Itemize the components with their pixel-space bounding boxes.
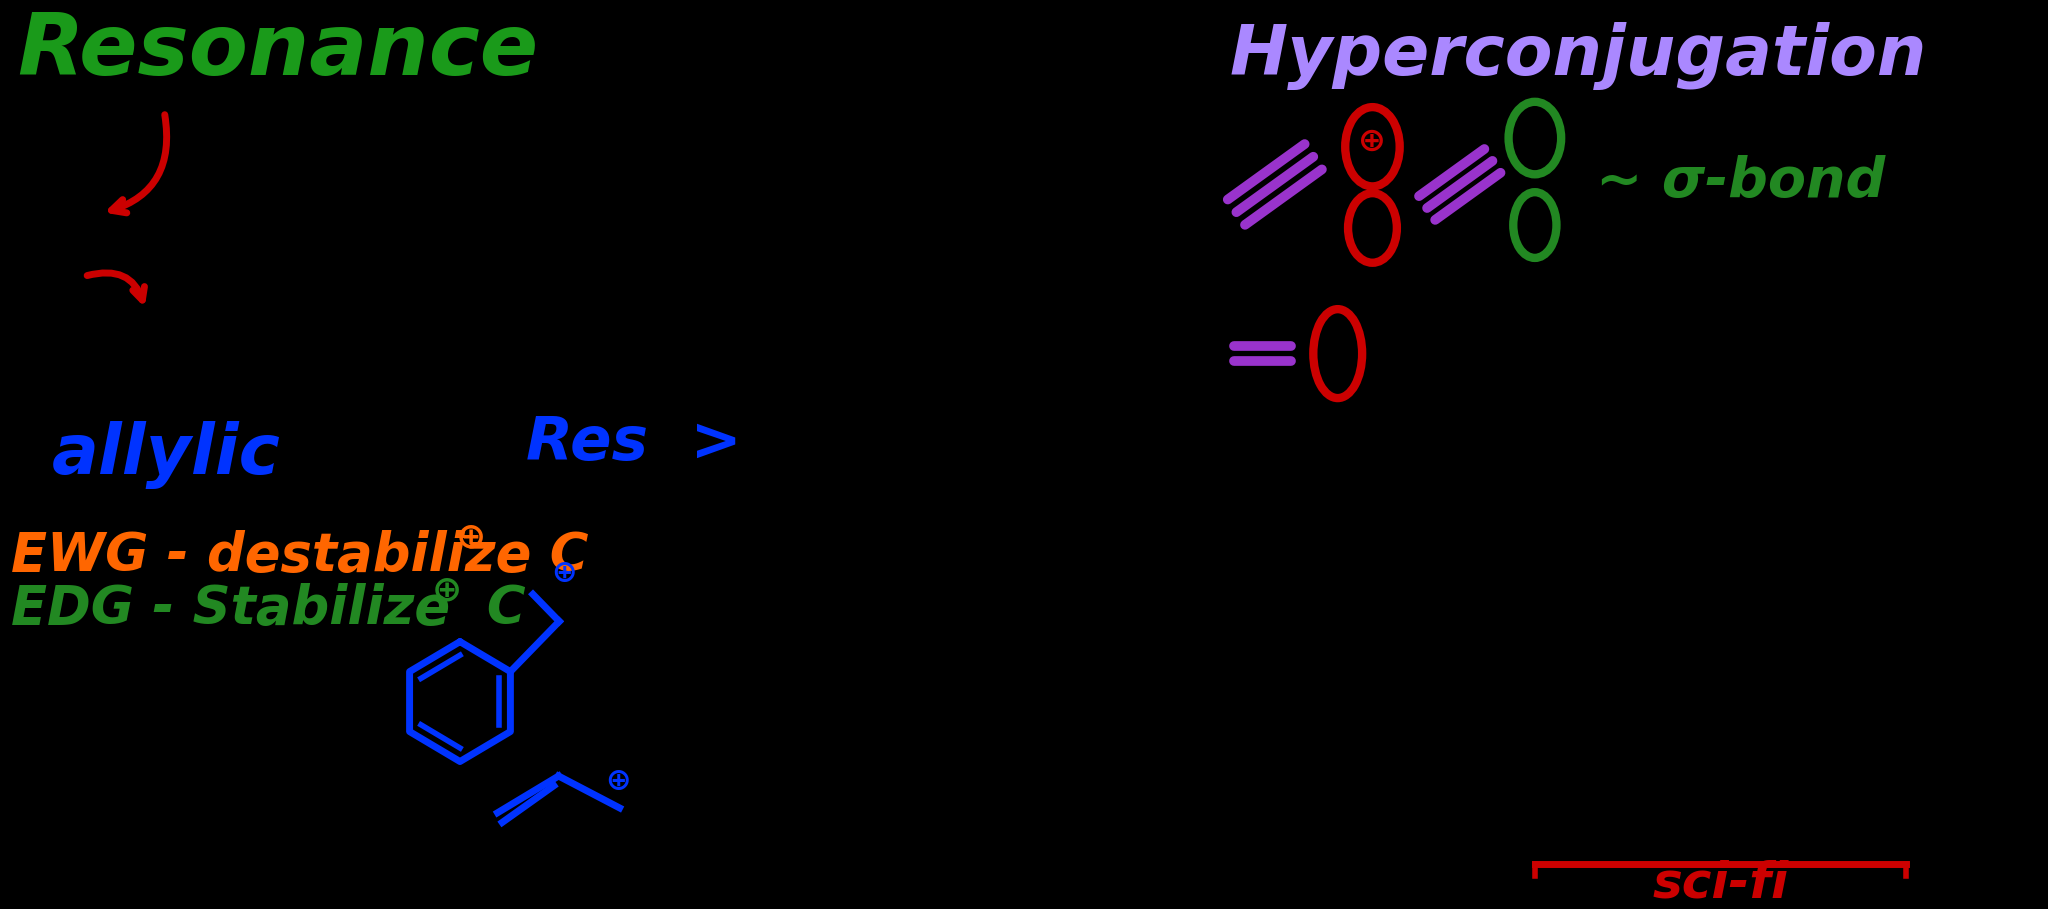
Text: Resonance: Resonance <box>16 10 539 94</box>
Text: Hyperconjugation: Hyperconjugation <box>1229 22 1927 90</box>
Text: ⊕: ⊕ <box>455 521 485 554</box>
Text: ~ σ-bond: ~ σ-bond <box>1595 155 1884 209</box>
Text: ⊕: ⊕ <box>551 558 578 587</box>
Text: ⊕: ⊕ <box>1358 125 1386 157</box>
Text: EWG - destabilize C: EWG - destabilize C <box>12 530 588 582</box>
Text: ⊕: ⊕ <box>432 574 463 608</box>
Text: ⊕: ⊕ <box>604 767 631 796</box>
Text: EDG - Stabilize  C: EDG - Stabilize C <box>12 584 526 635</box>
Text: allylic: allylic <box>51 422 281 489</box>
Text: Res  >: Res > <box>526 414 741 473</box>
Text: sci-fi: sci-fi <box>1653 860 1788 908</box>
